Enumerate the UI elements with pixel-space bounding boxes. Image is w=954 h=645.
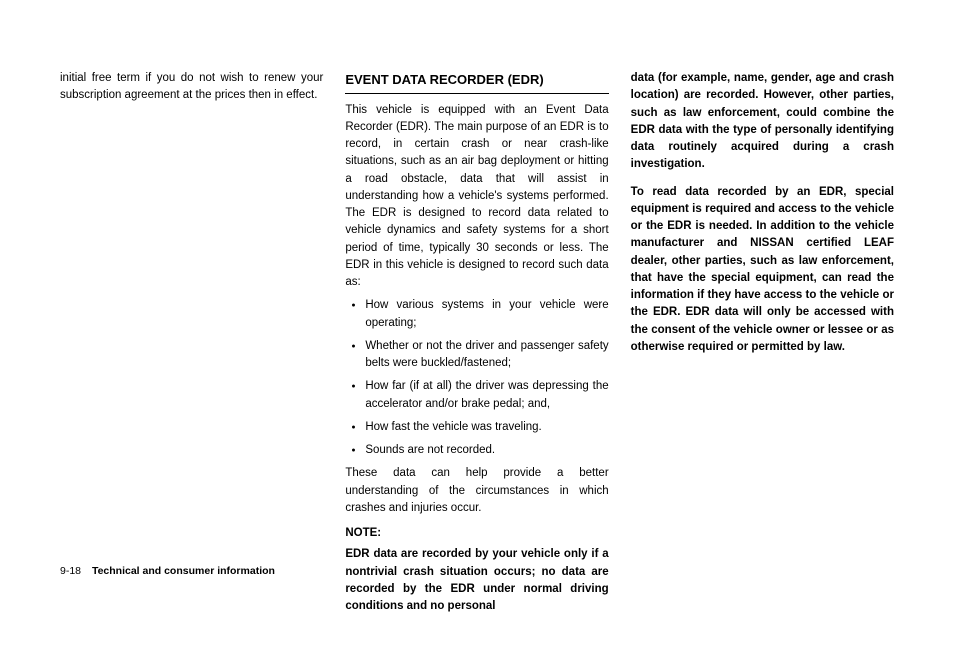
list-item: How various systems in your vehicle were…	[345, 297, 608, 332]
column-3: data (for example, name, gender, age and…	[631, 70, 894, 615]
edr-bullet-list: How various systems in your vehicle were…	[345, 297, 608, 459]
col2-after-list: These data can help provide a better und…	[345, 465, 608, 517]
page-footer: 9-18 Technical and consumer information	[60, 565, 275, 577]
list-item: How fast the vehicle was traveling.	[345, 419, 608, 436]
list-item: Sounds are not recorded.	[345, 442, 608, 459]
col2-intro: This vehicle is equipped with an Event D…	[345, 102, 608, 292]
col3-p1: data (for example, name, gender, age and…	[631, 70, 894, 174]
page-columns: initial free term if you do not wish to …	[0, 0, 954, 645]
edr-heading: EVENT DATA RECORDER (EDR)	[345, 70, 608, 94]
col1-paragraph: initial free term if you do not wish to …	[60, 70, 323, 105]
list-item: Whether or not the driver and passenger …	[345, 338, 608, 373]
column-1: initial free term if you do not wish to …	[60, 70, 323, 615]
col3-p2: To read data recorded by an EDR, special…	[631, 184, 894, 357]
list-item: How far (if at all) the driver was depre…	[345, 378, 608, 413]
note-label: NOTE:	[345, 525, 608, 542]
column-2: EVENT DATA RECORDER (EDR) This vehicle i…	[345, 70, 608, 615]
page-number: 9-18	[60, 565, 81, 577]
section-title: Technical and consumer information	[92, 565, 275, 577]
